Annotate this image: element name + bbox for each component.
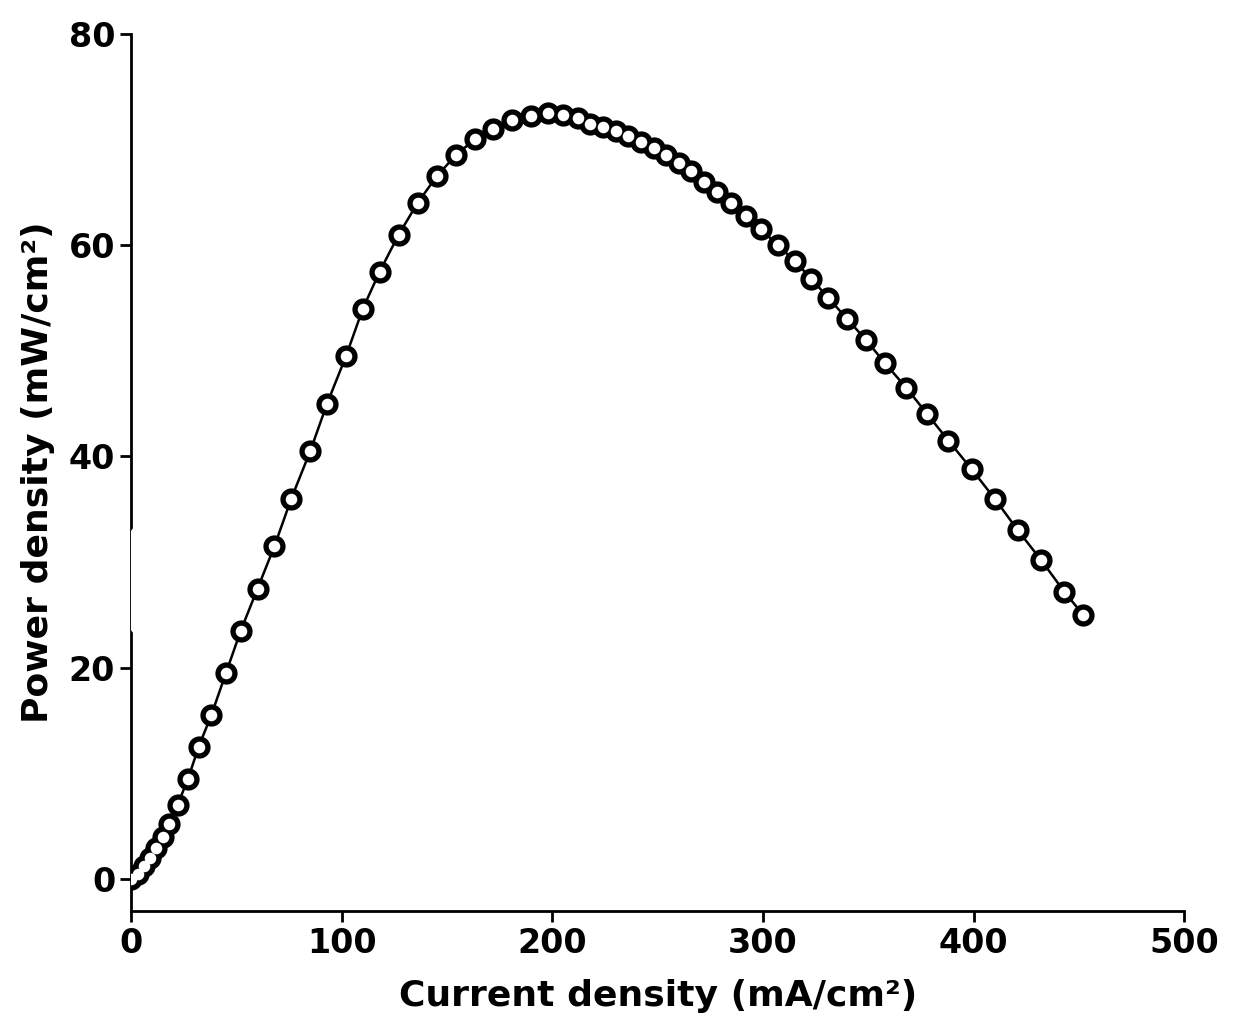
Point: [1032, 552, 1052, 569]
Point: [553, 107, 573, 123]
Point: [336, 347, 356, 364]
Point: [159, 816, 179, 832]
Point: [918, 406, 937, 423]
Point: [568, 110, 588, 126]
Point: [353, 300, 373, 316]
Point: [188, 738, 208, 755]
Point: [1074, 607, 1094, 624]
Point: [631, 133, 651, 150]
Point: [897, 379, 916, 396]
Point: [605, 123, 625, 140]
Point: [264, 538, 284, 554]
Point: [389, 226, 409, 243]
Point: [801, 271, 821, 287]
Point: [408, 194, 428, 211]
Y-axis label: Power density (mW/cm²): Power density (mW/cm²): [21, 221, 55, 723]
Point: [962, 461, 982, 478]
Point: [134, 858, 154, 875]
Point: [146, 841, 166, 857]
Point: [1054, 583, 1074, 600]
Point: [484, 121, 503, 138]
Point: [167, 797, 187, 814]
Point: [128, 865, 148, 882]
Point: [122, 871, 141, 887]
Point: [281, 490, 301, 507]
Point: [644, 140, 663, 156]
Point: [593, 119, 613, 135]
Point: [231, 622, 250, 639]
Point: [201, 707, 221, 724]
Point: [785, 252, 805, 269]
Point: [707, 184, 727, 201]
Point: [656, 147, 676, 163]
Point: [538, 104, 558, 121]
Point: [300, 443, 320, 459]
Point: [179, 770, 198, 787]
Point: [619, 128, 639, 145]
Point: [522, 108, 542, 124]
Point: [370, 264, 389, 280]
Point: [427, 169, 446, 185]
Point: [857, 332, 877, 348]
Point: [837, 311, 857, 328]
Point: [248, 580, 268, 597]
Point: [668, 154, 688, 171]
Point: [751, 221, 771, 238]
Point: [465, 131, 485, 148]
Point: [768, 237, 787, 253]
Point: [317, 395, 337, 412]
Point: [722, 194, 742, 211]
Point: [216, 665, 236, 681]
Point: [140, 850, 160, 866]
Point: [985, 490, 1004, 507]
Point: [580, 116, 600, 132]
Point: [939, 432, 959, 449]
X-axis label: Current density (mA/cm²): Current density (mA/cm²): [398, 979, 916, 1013]
Point: [818, 290, 838, 306]
Point: [445, 147, 465, 163]
Point: [875, 356, 895, 372]
Point: [1008, 522, 1028, 539]
Point: [153, 828, 172, 845]
Point: [502, 113, 522, 129]
Point: [737, 207, 756, 223]
Point: [682, 163, 702, 180]
Point: [694, 174, 714, 190]
